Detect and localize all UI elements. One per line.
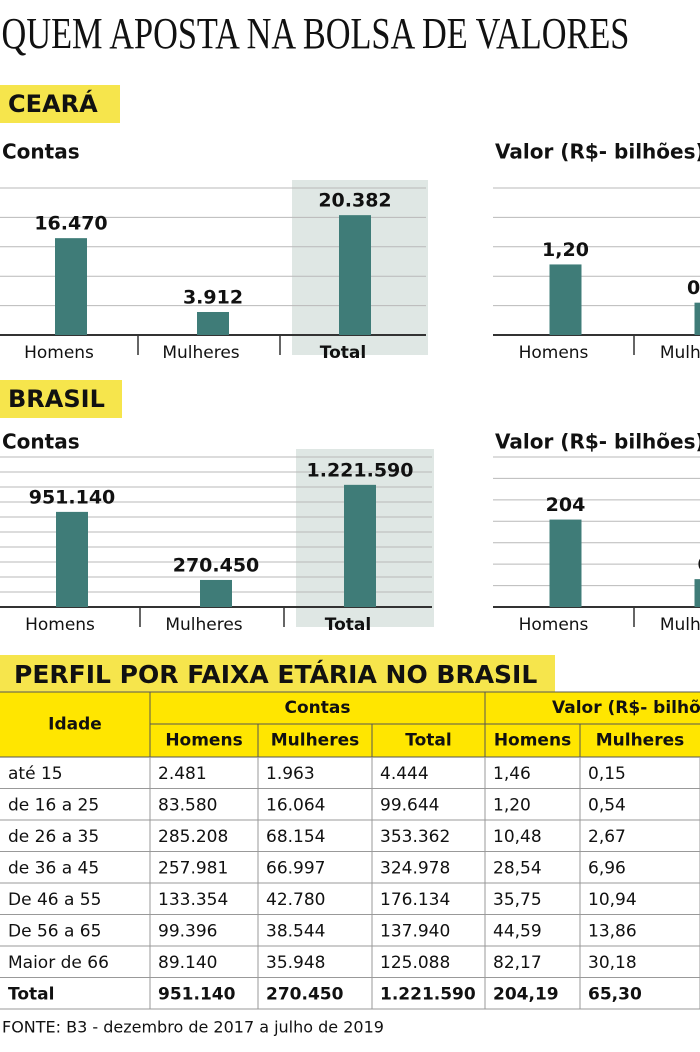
table-cell: 35.948	[266, 953, 325, 973]
table-cell: 83.580	[158, 795, 217, 815]
table-column-header: Homens	[494, 731, 571, 751]
bar	[55, 238, 87, 335]
table-cell: 65,30	[588, 984, 642, 1004]
table-cell: 285.208	[158, 827, 228, 847]
page-title: QUEM APOSTA NA BOLSA DE VALORES	[2, 9, 630, 58]
value-label: 16.470	[34, 213, 107, 235]
category-label: Homens	[519, 615, 589, 635]
table-cell: 38.544	[266, 921, 325, 941]
table-cell: 99.644	[380, 795, 439, 815]
table-cell: 35,75	[493, 890, 542, 910]
bar	[694, 302, 700, 335]
table-cell: 66.997	[266, 858, 325, 878]
bar	[197, 311, 229, 335]
section-label: BRASIL	[8, 385, 105, 413]
value-label: 1.221.590	[307, 459, 414, 481]
table-cell: 68.154	[266, 827, 325, 847]
value-label: 65	[697, 554, 700, 576]
chart-title: Valor (R$- bilhões)	[495, 140, 700, 164]
source: FONTE: B3 - dezembro de 2017 a julho de …	[2, 1018, 384, 1037]
category-label: Homens	[519, 343, 589, 363]
category-label: Total	[320, 343, 366, 363]
table-cell: 82,17	[493, 953, 542, 973]
table-cell: até 15	[8, 764, 63, 784]
table-cell: 4.444	[380, 764, 429, 784]
table-cell: De 56 a 65	[8, 921, 101, 941]
table-cell: 10,48	[493, 827, 542, 847]
table-column-header: Mulheres	[271, 731, 360, 751]
bar	[549, 519, 582, 607]
table-cell: de 36 a 45	[8, 858, 99, 878]
table-cell: 1.221.590	[380, 984, 476, 1004]
table-cell: 951.140	[158, 984, 236, 1004]
category-label: Homens	[24, 343, 94, 363]
table-cell: 30,18	[588, 953, 637, 973]
table-cell: 257.981	[158, 858, 228, 878]
value-label: 270.450	[173, 554, 260, 576]
table-cell: de 16 a 25	[8, 795, 99, 815]
table-cell: 28,54	[493, 858, 542, 878]
bar	[56, 511, 88, 607]
table-cell: 270.450	[266, 984, 344, 1004]
table-cell: de 26 a 35	[8, 827, 99, 847]
value-label: 0,55	[687, 277, 700, 299]
chart-title: Contas	[2, 140, 80, 164]
table-cell: 1,20	[493, 795, 531, 815]
bar	[200, 579, 232, 607]
value-label: 20.382	[318, 190, 391, 212]
table-cell: 176.134	[380, 890, 450, 910]
table-cell: 16.064	[266, 795, 325, 815]
bar	[549, 264, 582, 335]
table-cell: 6,96	[588, 858, 626, 878]
table-cell: 42.780	[266, 890, 325, 910]
table-cell: Maior de 66	[8, 953, 109, 973]
table-cell: 99.396	[158, 921, 217, 941]
category-label: Homens	[25, 615, 95, 635]
table-cell: 13,86	[588, 921, 637, 941]
table-header: Idade	[48, 715, 102, 735]
table-cell: 2,67	[588, 827, 626, 847]
table-cell: 1.963	[266, 764, 315, 784]
bar	[694, 579, 700, 607]
category-label: Mulheres	[660, 615, 700, 635]
section-highlight	[0, 380, 122, 418]
bar	[339, 215, 371, 335]
table-column-header: Homens	[165, 731, 242, 751]
table-cell: 1,46	[493, 764, 531, 784]
table-cell: 0,54	[588, 795, 626, 815]
table-column-header: Total	[405, 731, 451, 751]
chart-title: Contas	[2, 430, 80, 454]
value-label: 951.140	[29, 486, 116, 508]
section-highlight	[0, 85, 120, 123]
table-title: PERFIL POR FAIXA ETÁRIA NO BRASIL	[14, 660, 537, 689]
table-cell: 324.978	[380, 858, 450, 878]
value-label: 3.912	[183, 286, 243, 308]
table-cell: 204,19	[493, 984, 559, 1004]
category-label: Total	[325, 615, 371, 635]
table-cell: 125.088	[380, 953, 450, 973]
chart-title: Valor (R$- bilhões)	[495, 430, 700, 454]
category-label: Mulheres	[165, 615, 242, 635]
table-cell: 44,59	[493, 921, 542, 941]
value-label: 204	[546, 494, 586, 516]
category-label: Mulheres	[660, 343, 700, 363]
table-column-header: Mulheres	[596, 731, 685, 751]
section-label: CEARÁ	[8, 89, 98, 118]
bar	[344, 484, 376, 607]
table-cell: 89.140	[158, 953, 217, 973]
table-header: Valor (R$- bilhões)	[552, 698, 700, 718]
table-cell: 133.354	[158, 890, 228, 910]
table-cell: 10,94	[588, 890, 637, 910]
category-label: Mulheres	[162, 343, 239, 363]
table-cell: Total	[8, 984, 54, 1004]
table-cell: 137.940	[380, 921, 450, 941]
value-label: 1,20	[542, 239, 589, 261]
table-header: Contas	[285, 698, 351, 718]
table-cell: 2.481	[158, 764, 207, 784]
table-cell: De 46 a 55	[8, 890, 101, 910]
table-cell: 353.362	[380, 827, 450, 847]
table-cell: 0,15	[588, 764, 626, 784]
table-title-highlight	[0, 655, 555, 693]
